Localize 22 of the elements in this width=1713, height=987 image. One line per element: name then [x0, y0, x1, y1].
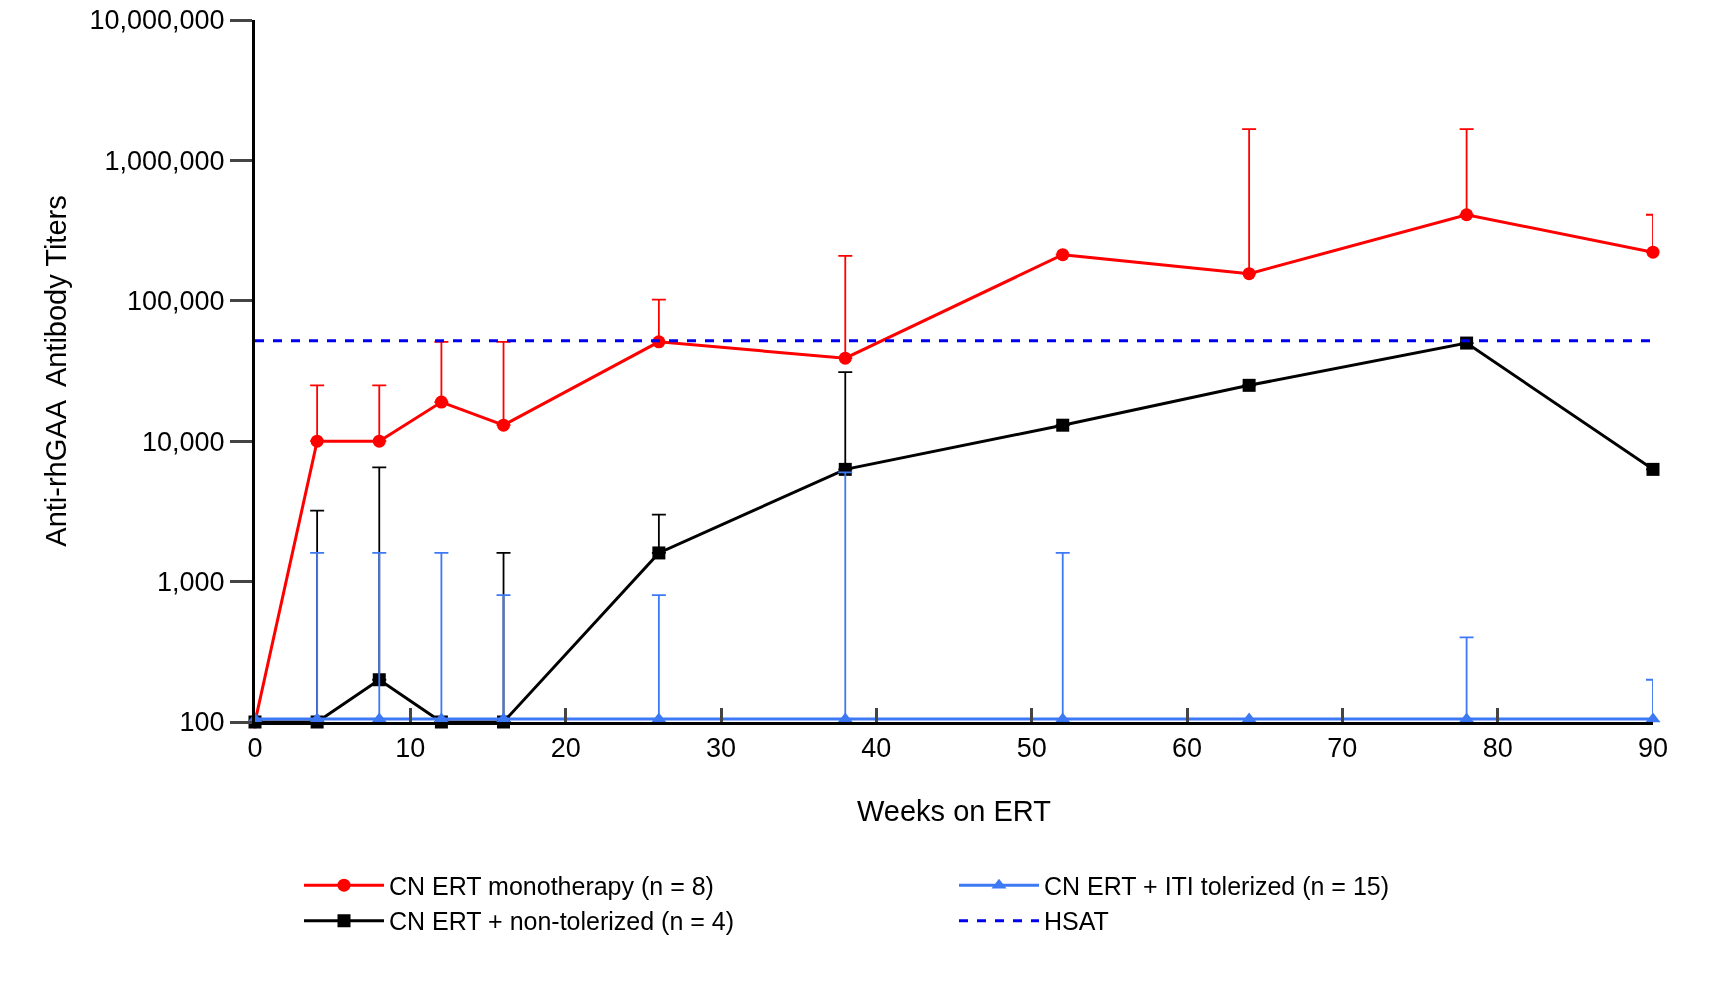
y-tick-label: 1,000,000: [104, 145, 225, 176]
x-tick-label: 10: [395, 733, 426, 764]
legend-label: CN ERT + non-tolerized (n = 4): [389, 907, 735, 936]
y-tick-label: 100,000: [126, 286, 225, 317]
y-tick-label: 1,000: [157, 567, 225, 598]
x-tick-label: 20: [550, 733, 581, 764]
legend-label: HSAT: [1044, 907, 1109, 936]
x-tick-label: 50: [1016, 733, 1047, 764]
legend-label: CN ERT monotherapy (n = 8): [389, 871, 714, 900]
y-tick-label: 100: [179, 707, 225, 738]
y-tick-label: 10,000,000: [89, 5, 225, 36]
x-tick-label: 70: [1327, 733, 1358, 764]
x-tick-label: 40: [861, 733, 892, 764]
x-tick-label: 0: [247, 733, 263, 764]
y-tick-label: 10,000: [142, 426, 225, 457]
x-tick-label: 60: [1171, 733, 1203, 764]
x-tick-label: 80: [1482, 733, 1513, 764]
legend-label: CN ERT + ITI tolerized (n = 15): [1044, 871, 1390, 900]
x-tick-label: 30: [705, 733, 737, 764]
x-tick-label: 90: [1637, 733, 1669, 764]
y-axis-title: Anti-rhGAA Antibody Titers: [39, 195, 72, 547]
x-axis-title: Weeks on ERT: [857, 795, 1052, 827]
